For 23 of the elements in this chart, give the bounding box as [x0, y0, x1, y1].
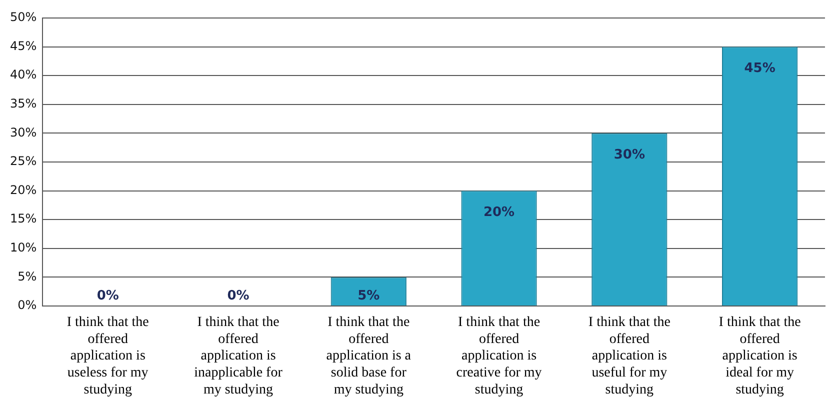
data-label: 5%: [358, 288, 380, 304]
y-tick-label: 40%: [10, 68, 37, 82]
x-tick-label: I think that the offered application is useful for my studying: [588, 315, 670, 398]
y-tick-label: 45%: [10, 38, 37, 53]
x-tick-label: I think that the offered application is a solid base for my studying: [326, 315, 412, 398]
y-tick-label: 30%: [10, 125, 37, 140]
y-tick-label: 20%: [10, 182, 37, 197]
x-tick-label: I think that the offered application is inapplicable for my studying: [194, 315, 283, 398]
data-label: 30%: [614, 148, 645, 163]
data-label: 0%: [227, 288, 250, 304]
y-tick-label: 10%: [10, 240, 37, 255]
y-tick-label: 50%: [10, 10, 37, 24]
y-tick-label: 25%: [10, 154, 37, 168]
y-tick-label: 5%: [18, 269, 37, 284]
data-label: 20%: [483, 205, 515, 220]
data-label: 0%: [96, 288, 119, 304]
y-tick-label: 15%: [10, 212, 37, 226]
y-tick-label: 35%: [10, 96, 37, 111]
data-label: 45%: [744, 61, 776, 76]
x-tick-label: I think that the offered application is ideal for my studying: [718, 315, 801, 398]
y-tick-label: 0%: [18, 298, 37, 312]
x-tick-label: I think that the offered application is creative for my studying: [456, 315, 542, 398]
x-tick-label: I think that the offered application is useless for my studying: [66, 315, 149, 398]
